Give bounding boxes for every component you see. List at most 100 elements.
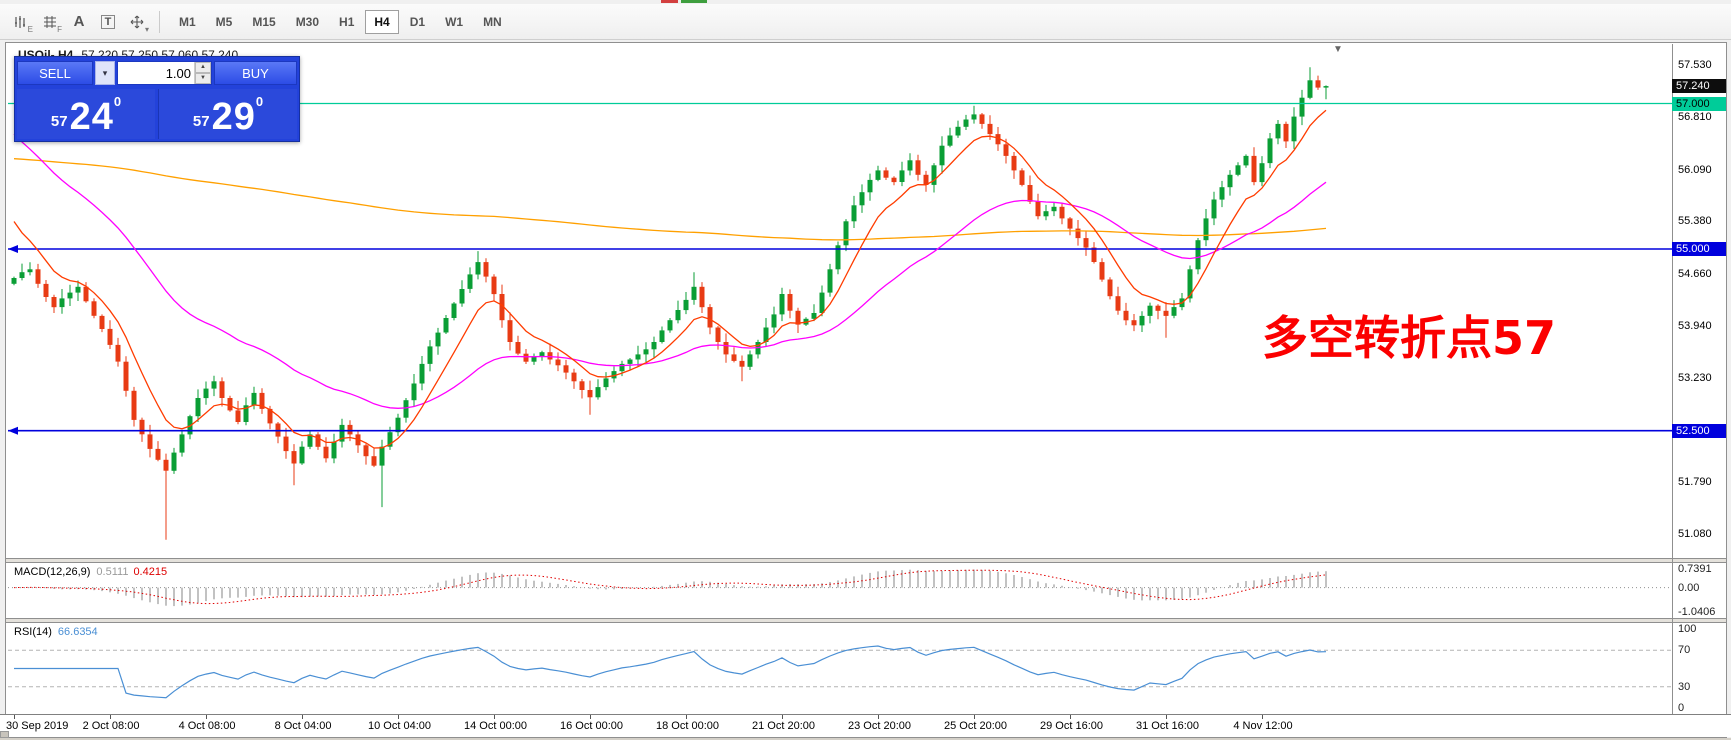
chart-shift-marker[interactable]: ▼ bbox=[1333, 44, 1343, 55]
time-axis-tick bbox=[878, 715, 879, 719]
price-marker-hline-55000: 55.000 bbox=[1672, 242, 1726, 256]
bar-chart-icon[interactable]: E bbox=[8, 10, 34, 34]
timeframe-button-mn[interactable]: MN bbox=[474, 10, 511, 34]
rsi-value: 66.6354 bbox=[57, 626, 98, 638]
rsi-axis-label: 30 bbox=[1678, 681, 1691, 693]
macd-signal-value: 0.4215 bbox=[133, 566, 168, 578]
icon-sub-label: E bbox=[27, 24, 33, 34]
timeframe-button-m1[interactable]: M1 bbox=[170, 10, 205, 34]
rsi-axis-label: 100 bbox=[1678, 623, 1697, 635]
time-axis-tick bbox=[398, 715, 399, 719]
price-tick-label: 53.940 bbox=[1678, 320, 1712, 332]
candles-layer bbox=[11, 67, 1329, 540]
timeframe-button-m15[interactable]: M15 bbox=[243, 10, 284, 34]
icon-sub-label: F bbox=[57, 24, 62, 34]
price-tick-label: 56.810 bbox=[1678, 111, 1712, 123]
volume-dropdown-icon[interactable]: ▾ bbox=[95, 61, 115, 85]
window-bottom-edge bbox=[0, 738, 1731, 740]
time-axis-label: 23 Oct 20:00 bbox=[848, 720, 911, 732]
moving-averages-layer bbox=[13, 109, 1327, 449]
time-axis-label: 16 Oct 00:00 bbox=[560, 720, 623, 732]
dropdown-caret-icon: ▾ bbox=[144, 24, 149, 34]
panel-splitter[interactable] bbox=[6, 618, 1726, 623]
chart-annotation-text[interactable]: 多空转折点57 bbox=[1262, 311, 1557, 365]
font-icon[interactable]: A bbox=[73, 13, 85, 30]
macd-axis-label: -1.0406 bbox=[1678, 606, 1716, 618]
timeframe-button-h4[interactable]: H4 bbox=[365, 9, 399, 34]
price-marker-current-price: 57.240 bbox=[1672, 79, 1726, 93]
ma-fast bbox=[13, 109, 1327, 449]
cursor-move-icon[interactable]: ▾ bbox=[124, 10, 150, 34]
time-axis-label: 4 Nov 12:00 bbox=[1233, 720, 1293, 732]
timeframe-button-w1[interactable]: W1 bbox=[436, 10, 472, 34]
price-tick-label: 51.790 bbox=[1678, 476, 1712, 488]
scrollbar-nub[interactable] bbox=[0, 731, 9, 738]
time-axis-label: 25 Oct 20:00 bbox=[944, 720, 1007, 732]
buy-button[interactable]: BUY bbox=[214, 61, 297, 85]
time-axis-label: 14 Oct 00:00 bbox=[464, 720, 527, 732]
price-tick-label: 53.230 bbox=[1678, 372, 1712, 384]
rsi-line bbox=[14, 645, 1327, 699]
volume-down-icon[interactable]: ▼ bbox=[195, 73, 211, 84]
time-axis-tick bbox=[14, 715, 15, 719]
time-axis-label: 31 Oct 16:00 bbox=[1136, 720, 1199, 732]
timeframe-button-m30[interactable]: M30 bbox=[287, 10, 328, 34]
time-axis-label: 30 Sep 2019 bbox=[6, 720, 69, 732]
time-axis-tick bbox=[494, 715, 495, 719]
time-axis-tick bbox=[1262, 715, 1263, 719]
volume-up-icon[interactable]: ▲ bbox=[195, 62, 211, 73]
price-tick-label: 56.090 bbox=[1678, 164, 1712, 176]
timeframe-button-d1[interactable]: D1 bbox=[401, 10, 434, 34]
time-axis-tick bbox=[206, 715, 207, 719]
clipped-toolbar-artifact-green bbox=[681, 0, 707, 3]
price-marker-hline-52500: 52.500 bbox=[1672, 424, 1726, 438]
time-axis-tick bbox=[1070, 715, 1071, 719]
time-axis-tick bbox=[302, 715, 303, 719]
buy-price[interactable]: 57 29 0 bbox=[158, 89, 297, 139]
time-axis-tick bbox=[686, 715, 687, 719]
timeframe-button-h1[interactable]: H1 bbox=[330, 10, 363, 34]
macd-canvas[interactable] bbox=[8, 563, 1672, 618]
grid-icon[interactable]: F bbox=[37, 10, 63, 34]
time-axis-label: 18 Oct 00:00 bbox=[656, 720, 719, 732]
timeframe-group: M1 M5 M15 M30 H1 H4 D1 W1 MN bbox=[169, 9, 512, 34]
chart-canvas[interactable] bbox=[8, 44, 1672, 558]
time-axis-label: 10 Oct 04:00 bbox=[368, 720, 431, 732]
price-tick-label: 51.080 bbox=[1678, 528, 1712, 540]
rsi-canvas[interactable] bbox=[8, 623, 1672, 714]
macd-histogram bbox=[21, 569, 1327, 607]
clipped-toolbar-artifact-red bbox=[661, 0, 678, 3]
rsi-axis-label: 0 bbox=[1678, 702, 1685, 714]
price-tick-label: 55.380 bbox=[1678, 215, 1712, 227]
macd-title: MACD(12,26,9) 0.5111 0.4215 bbox=[14, 566, 168, 578]
timeframe-button-m5[interactable]: M5 bbox=[207, 10, 242, 34]
one-click-trade-panel: SELL ▾ ▲ ▼ BUY 57 24 0 57 29 0 bbox=[14, 56, 300, 142]
time-axis[interactable]: 30 Sep 2019 2 Oct 08:00 4 Oct 08:00 8 Oct 0… bbox=[0, 714, 1731, 737]
time-axis-tick bbox=[974, 715, 975, 719]
time-axis-label: 21 Oct 20:00 bbox=[752, 720, 815, 732]
panel-splitter[interactable] bbox=[6, 558, 1726, 563]
time-axis-tick bbox=[590, 715, 591, 719]
text-box-icon[interactable]: T bbox=[95, 10, 121, 34]
price-scale[interactable]: 57.530 56.810 56.090 55.380 54.660 53.940 53.2… bbox=[1672, 44, 1730, 714]
macd-signal-line bbox=[13, 569, 1327, 605]
volume-spinner: ▲ ▼ bbox=[194, 62, 211, 84]
time-axis-label: 4 Oct 08:00 bbox=[178, 720, 236, 732]
time-axis-label: 8 Oct 04:00 bbox=[274, 720, 332, 732]
time-axis-label: 29 Oct 16:00 bbox=[1040, 720, 1103, 732]
toolbar-separator bbox=[159, 10, 160, 33]
sell-price[interactable]: 57 24 0 bbox=[17, 89, 155, 139]
macd-axis-label: 0.00 bbox=[1678, 582, 1700, 594]
time-axis-tick bbox=[110, 715, 111, 719]
toolbar: E F A T ▾ M1 M5 M15 M30 H1 H4 D1 W1 MN bbox=[0, 4, 1731, 40]
rsi-title: RSI(14) 66.6354 bbox=[14, 626, 98, 638]
volume-input-group: ▲ ▼ bbox=[117, 61, 212, 85]
price-axis-line bbox=[1672, 44, 1673, 714]
ma-mid bbox=[13, 133, 1327, 409]
macd-main-value: 0.5111 bbox=[96, 566, 129, 578]
time-axis-tick bbox=[782, 715, 783, 719]
sell-button[interactable]: SELL bbox=[17, 61, 93, 85]
time-axis-tick bbox=[1166, 715, 1167, 719]
volume-input[interactable] bbox=[118, 62, 194, 84]
